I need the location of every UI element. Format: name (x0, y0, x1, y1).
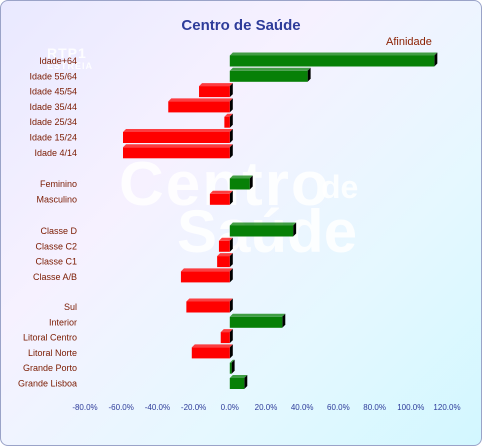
category-label: Litoral Norte (28, 348, 77, 358)
bar-side-face (229, 113, 233, 128)
bar-side-face (229, 83, 233, 98)
bar-top-face (229, 67, 311, 71)
category-label: Classe C2 (35, 241, 77, 251)
bar-side-face (229, 237, 233, 252)
bar-top-face (123, 129, 233, 132)
category-label: Classe D (40, 226, 77, 236)
bar (123, 147, 230, 159)
bar-top-face (209, 190, 233, 194)
bar (217, 256, 230, 268)
bar-side-face (244, 375, 248, 389)
bar-top-face (229, 222, 297, 226)
category-label: Idade 4/14 (34, 148, 77, 158)
category-label: Idade+64 (39, 56, 77, 66)
x-tick-label: -20.0% (181, 403, 206, 412)
bar (218, 240, 230, 252)
bar-side-face (229, 144, 233, 159)
logo-line2: ESTREIA (47, 61, 94, 71)
bar-top-face (218, 237, 233, 241)
bar (180, 271, 230, 283)
bar (191, 347, 230, 359)
watermark-word1: Centro (119, 150, 331, 219)
bar-side-face (229, 344, 233, 359)
bar-top-face (180, 268, 233, 272)
bar-top-face (229, 313, 286, 317)
bar-side-face (229, 253, 233, 268)
category-label: Classe C1 (35, 257, 77, 267)
bar-side-face (229, 129, 233, 143)
bar-top-face (191, 344, 233, 348)
bar-top-face (229, 375, 248, 378)
bar (199, 86, 230, 98)
x-tick-label: 0.0% (221, 403, 239, 412)
bar-top-face (220, 329, 233, 333)
category-label: Idade 45/54 (29, 87, 77, 97)
category-label: Idade 35/44 (29, 102, 77, 112)
x-tick-label: 20.0% (255, 403, 278, 412)
bar-top-face (123, 144, 233, 148)
bar (229, 55, 435, 67)
bar-side-face (229, 298, 233, 313)
x-tick-label: -40.0% (145, 403, 170, 412)
category-label: Masculino (36, 194, 77, 204)
category-label: Idade 15/24 (29, 133, 77, 143)
watermark-word2: de (321, 169, 359, 205)
legend-label: Afinidade (386, 36, 432, 48)
bar (229, 70, 308, 82)
x-tick-label: 60.0% (327, 403, 350, 412)
bar (186, 301, 230, 313)
logo-line1: RTP1 (47, 45, 87, 61)
category-label: Litoral Centro (23, 333, 77, 343)
bar-side-face (229, 268, 233, 283)
bar-top-face (229, 52, 438, 56)
bar-side-face (307, 67, 311, 82)
bar-side-face (229, 98, 233, 113)
bar (123, 132, 230, 143)
bar-top-face (199, 83, 233, 87)
channel-logo: RTP1 ESTREIA (47, 45, 93, 71)
bar (229, 378, 245, 389)
bar-side-face (231, 359, 235, 374)
x-tick-label: 100.0% (397, 403, 424, 412)
bar (229, 178, 250, 190)
bar-side-face (229, 329, 233, 344)
bar (229, 362, 232, 374)
bar (220, 332, 230, 344)
bar-top-face (229, 359, 235, 363)
bar-side-face (249, 175, 253, 190)
bar (229, 316, 283, 328)
category-label: Grande Lisboa (18, 379, 77, 389)
category-label: Idade 55/64 (29, 71, 77, 81)
category-label: Sul (64, 302, 77, 312)
bar-top-face (186, 298, 233, 302)
category-label: Interior (49, 317, 77, 327)
x-tick-label: -80.0% (72, 403, 97, 412)
category-label: Grande Porto (23, 363, 77, 373)
bar (224, 116, 230, 128)
bar-top-face (224, 113, 233, 117)
bar-side-face (293, 222, 297, 237)
bar-top-face (229, 175, 253, 179)
bar-side-face (282, 313, 286, 328)
bar-top-face (168, 98, 233, 102)
x-tick-label: -60.0% (109, 403, 134, 412)
category-label: Classe A/B (33, 272, 77, 282)
bar (229, 225, 294, 237)
x-tick-label: 80.0% (363, 403, 386, 412)
x-tick-label: 40.0% (291, 403, 314, 412)
bar-top-face (217, 253, 233, 257)
x-tick-label: 120.0% (433, 403, 460, 412)
bar (209, 193, 230, 205)
category-label: Feminino (40, 179, 77, 189)
bar-side-face (229, 190, 233, 205)
bar-side-face (434, 52, 438, 67)
category-label: Idade 25/34 (29, 117, 77, 127)
chart-title: Centro de Saúde (181, 17, 301, 34)
bar (168, 101, 230, 113)
